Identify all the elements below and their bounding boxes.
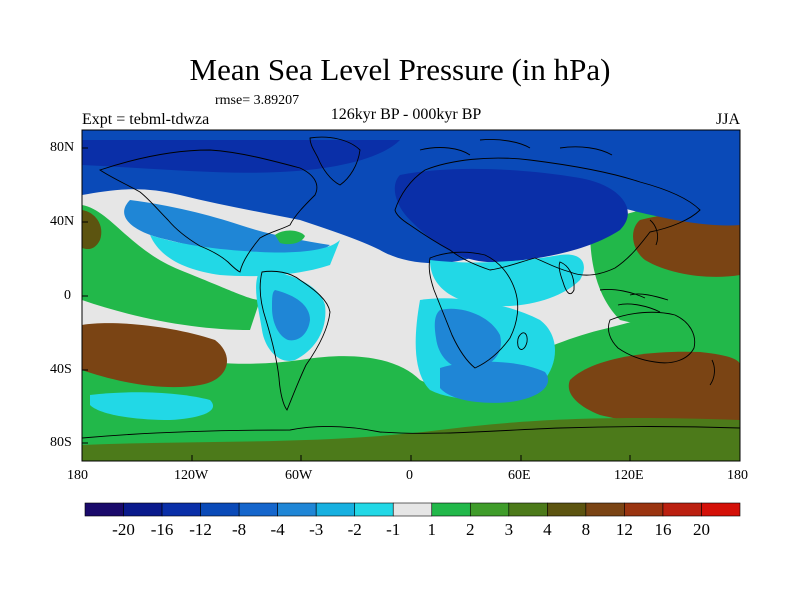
colorbar-swatch xyxy=(585,502,625,517)
colorbar-swatch xyxy=(315,502,356,517)
colorbar-swatch xyxy=(469,502,510,517)
eurasia-negative-region xyxy=(394,168,628,263)
south-pacific-positive-region xyxy=(82,323,227,388)
colorbar-label: 16 xyxy=(654,520,672,539)
colorbar-label: -20 xyxy=(112,520,135,539)
colorbar-label: 2 xyxy=(466,520,475,539)
colorbar-label: 3 xyxy=(504,520,514,539)
colorbar-label: -16 xyxy=(150,520,174,539)
colorbar-label: -12 xyxy=(189,520,212,539)
colorbar-swatch xyxy=(354,502,394,517)
southern-africa-blue-region xyxy=(434,308,501,370)
x-tick-label-180w: 180 xyxy=(67,468,88,483)
colorbar-swatch xyxy=(547,502,587,517)
x-tick-label-0: 0 xyxy=(406,468,413,483)
axis-ticks xyxy=(81,147,741,461)
indian-ocean-positive-region xyxy=(568,351,740,425)
north-pacific-negative-region xyxy=(82,140,400,173)
plot-title: Mean Sea Level Pressure (in hPa) xyxy=(189,52,611,87)
colorbar-label: 1 xyxy=(427,520,437,539)
colorbar-swatch xyxy=(84,502,124,517)
colorbar-swatch xyxy=(277,502,317,517)
experiment-label: Expt = tebml-tdwza xyxy=(82,111,210,128)
season-label: JJA xyxy=(716,111,741,128)
south-indian-blue-region xyxy=(440,361,549,403)
y-tick-label-0: 0 xyxy=(64,288,71,303)
colorbar-label: -3 xyxy=(309,520,324,539)
south-america-blue-region xyxy=(272,290,310,341)
colorbar-label: -4 xyxy=(270,520,285,539)
north-atlantic-cyan-region xyxy=(150,235,340,277)
colorbar-swatch xyxy=(238,502,278,517)
colorbar-label: -1 xyxy=(386,520,401,539)
x-tick-label-120e: 120E xyxy=(614,468,644,483)
colorbar-swatch xyxy=(161,502,201,517)
colorbar-swatch xyxy=(701,502,741,517)
atlantic-green-spot xyxy=(275,230,305,245)
west-atlantic-positive-region xyxy=(82,210,102,250)
pacific-positive-region-east xyxy=(633,212,740,277)
colorbar-label: -2 xyxy=(347,520,362,539)
colorbar-swatch xyxy=(662,502,702,517)
colorbar-swatch xyxy=(624,502,664,517)
y-tick-label-40s: 40S xyxy=(50,362,72,377)
colorbar-label: 20 xyxy=(692,520,710,539)
x-tick-label-180e: 180 xyxy=(727,468,748,483)
y-tick-label-80n: 80N xyxy=(50,140,75,155)
colorbar-label: 12 xyxy=(615,520,633,539)
x-tick-label-60w: 60W xyxy=(285,468,313,483)
x-tick-label-60e: 60E xyxy=(508,468,531,483)
colorbar-swatch xyxy=(200,502,240,517)
colorbar xyxy=(84,502,741,517)
colorbar-label: 4 xyxy=(543,520,552,539)
colorbar-label: 8 xyxy=(581,520,591,539)
map-field xyxy=(82,130,740,461)
colorbar-swatch xyxy=(392,502,433,517)
north-pacific-positive-region xyxy=(82,205,260,330)
south-atlantic-cyan-region xyxy=(90,392,214,420)
colorbar-label: -8 xyxy=(232,520,247,539)
antarctic-rim-positive-region xyxy=(82,418,740,461)
southern-ocean-positive-region xyxy=(82,290,740,461)
y-tick-label-80s: 80S xyxy=(50,435,72,450)
north-america-negative-region xyxy=(124,200,330,260)
plot-subtitle: 126kyr BP - 000kyr BP xyxy=(330,106,482,123)
y-tick-label-40n: 40N xyxy=(50,214,75,229)
coastlines xyxy=(82,136,740,439)
colorbar-swatch xyxy=(431,502,471,517)
rmse-label: rmse= 3.89207 xyxy=(215,93,300,108)
colorbar-swatch xyxy=(508,502,548,517)
colorbar-swatch xyxy=(123,502,163,517)
x-tick-label-120w: 120W xyxy=(174,468,209,483)
asia-monsoon-cyan-region xyxy=(430,254,584,307)
